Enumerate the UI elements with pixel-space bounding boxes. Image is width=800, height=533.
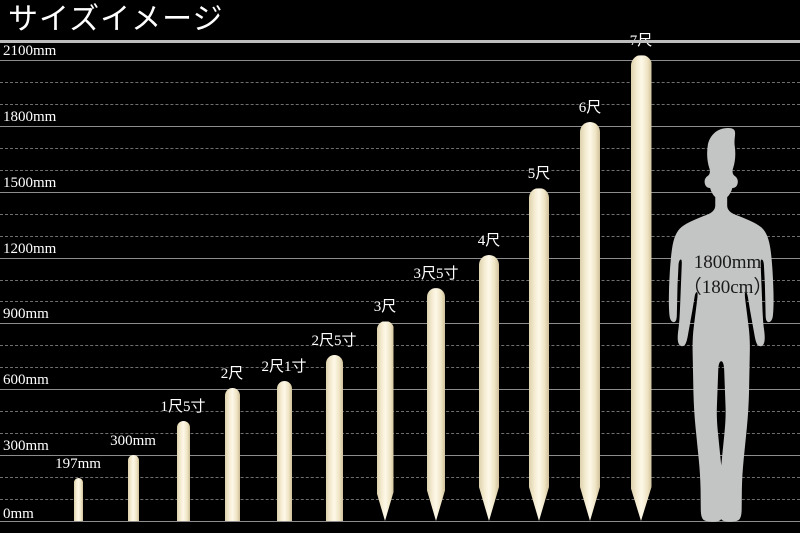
bar-label: 1尺5寸 [160, 399, 206, 416]
gridline-major [0, 60, 800, 61]
y-axis-tick-label: 1200mm [3, 240, 57, 257]
bar-label: 2尺5寸 [311, 332, 357, 349]
bar [529, 188, 549, 521]
bar [276, 381, 292, 521]
baseline-axis [0, 40, 800, 43]
bar [377, 321, 394, 521]
person-height-cm: （180cm） [682, 276, 773, 298]
bar-label: 3尺5寸 [413, 266, 459, 283]
bar [580, 122, 600, 521]
bar [631, 55, 652, 521]
bar-label: 5尺 [527, 166, 551, 183]
y-axis-tick-label: 600mm [3, 372, 49, 389]
gridline-minor [0, 367, 800, 369]
gridline-minor [0, 169, 800, 171]
gridline-minor [0, 235, 800, 237]
bar [127, 455, 139, 521]
gridline-major [0, 257, 800, 259]
bar-label: 2尺1寸 [261, 359, 307, 376]
gridline-minor [0, 81, 800, 83]
gridline-major [0, 191, 800, 193]
bar-label: 6尺 [578, 99, 602, 116]
bar [479, 255, 499, 521]
person-silhouette: 1800mm （180cm） [668, 126, 787, 523]
person-shape [668, 127, 774, 522]
y-axis-tick-label: 300mm [3, 438, 49, 455]
gridline-minor [0, 301, 800, 303]
person-height-mm: 1800mm [693, 251, 762, 273]
bar-label: 3尺 [373, 299, 397, 316]
y-axis-tick-label: 1500mm [3, 174, 57, 191]
gridline-minor [0, 103, 800, 105]
gridline-minor [0, 345, 800, 347]
page-title: サイズイメージ [8, 3, 224, 36]
bar [224, 387, 240, 521]
y-axis-tick-label: 1800mm [3, 108, 57, 125]
gridline-major [0, 323, 800, 325]
gridline-major [0, 455, 800, 457]
gridline-major [0, 389, 800, 391]
bar [427, 288, 445, 521]
gridline-major [0, 125, 800, 127]
bar-label: 300mm [110, 433, 156, 450]
gridline-minor [0, 477, 800, 479]
y-axis-tick-label: 2100mm [3, 43, 57, 59]
bar [176, 421, 190, 521]
chart-plot-area: 2100mm 1800mm 1500mm 1200mm 900mm 600mm 300mm 0… [0, 34, 800, 533]
gridline-minor [0, 433, 800, 435]
bar-label: 197mm [55, 455, 101, 472]
bar-label: 4尺 [477, 232, 501, 249]
gridline-minor [0, 411, 800, 413]
gridline-major [0, 521, 800, 522]
y-axis-tick-label: 900mm [3, 306, 49, 323]
bar-label: 2尺 [220, 365, 244, 382]
bar [73, 477, 83, 521]
bar [325, 354, 343, 521]
gridline-minor [0, 147, 800, 149]
gridline-minor [0, 213, 800, 215]
y-axis-tick-label: 0mm [3, 506, 34, 522]
gridline-minor [0, 279, 800, 281]
gridline-minor [0, 499, 800, 501]
